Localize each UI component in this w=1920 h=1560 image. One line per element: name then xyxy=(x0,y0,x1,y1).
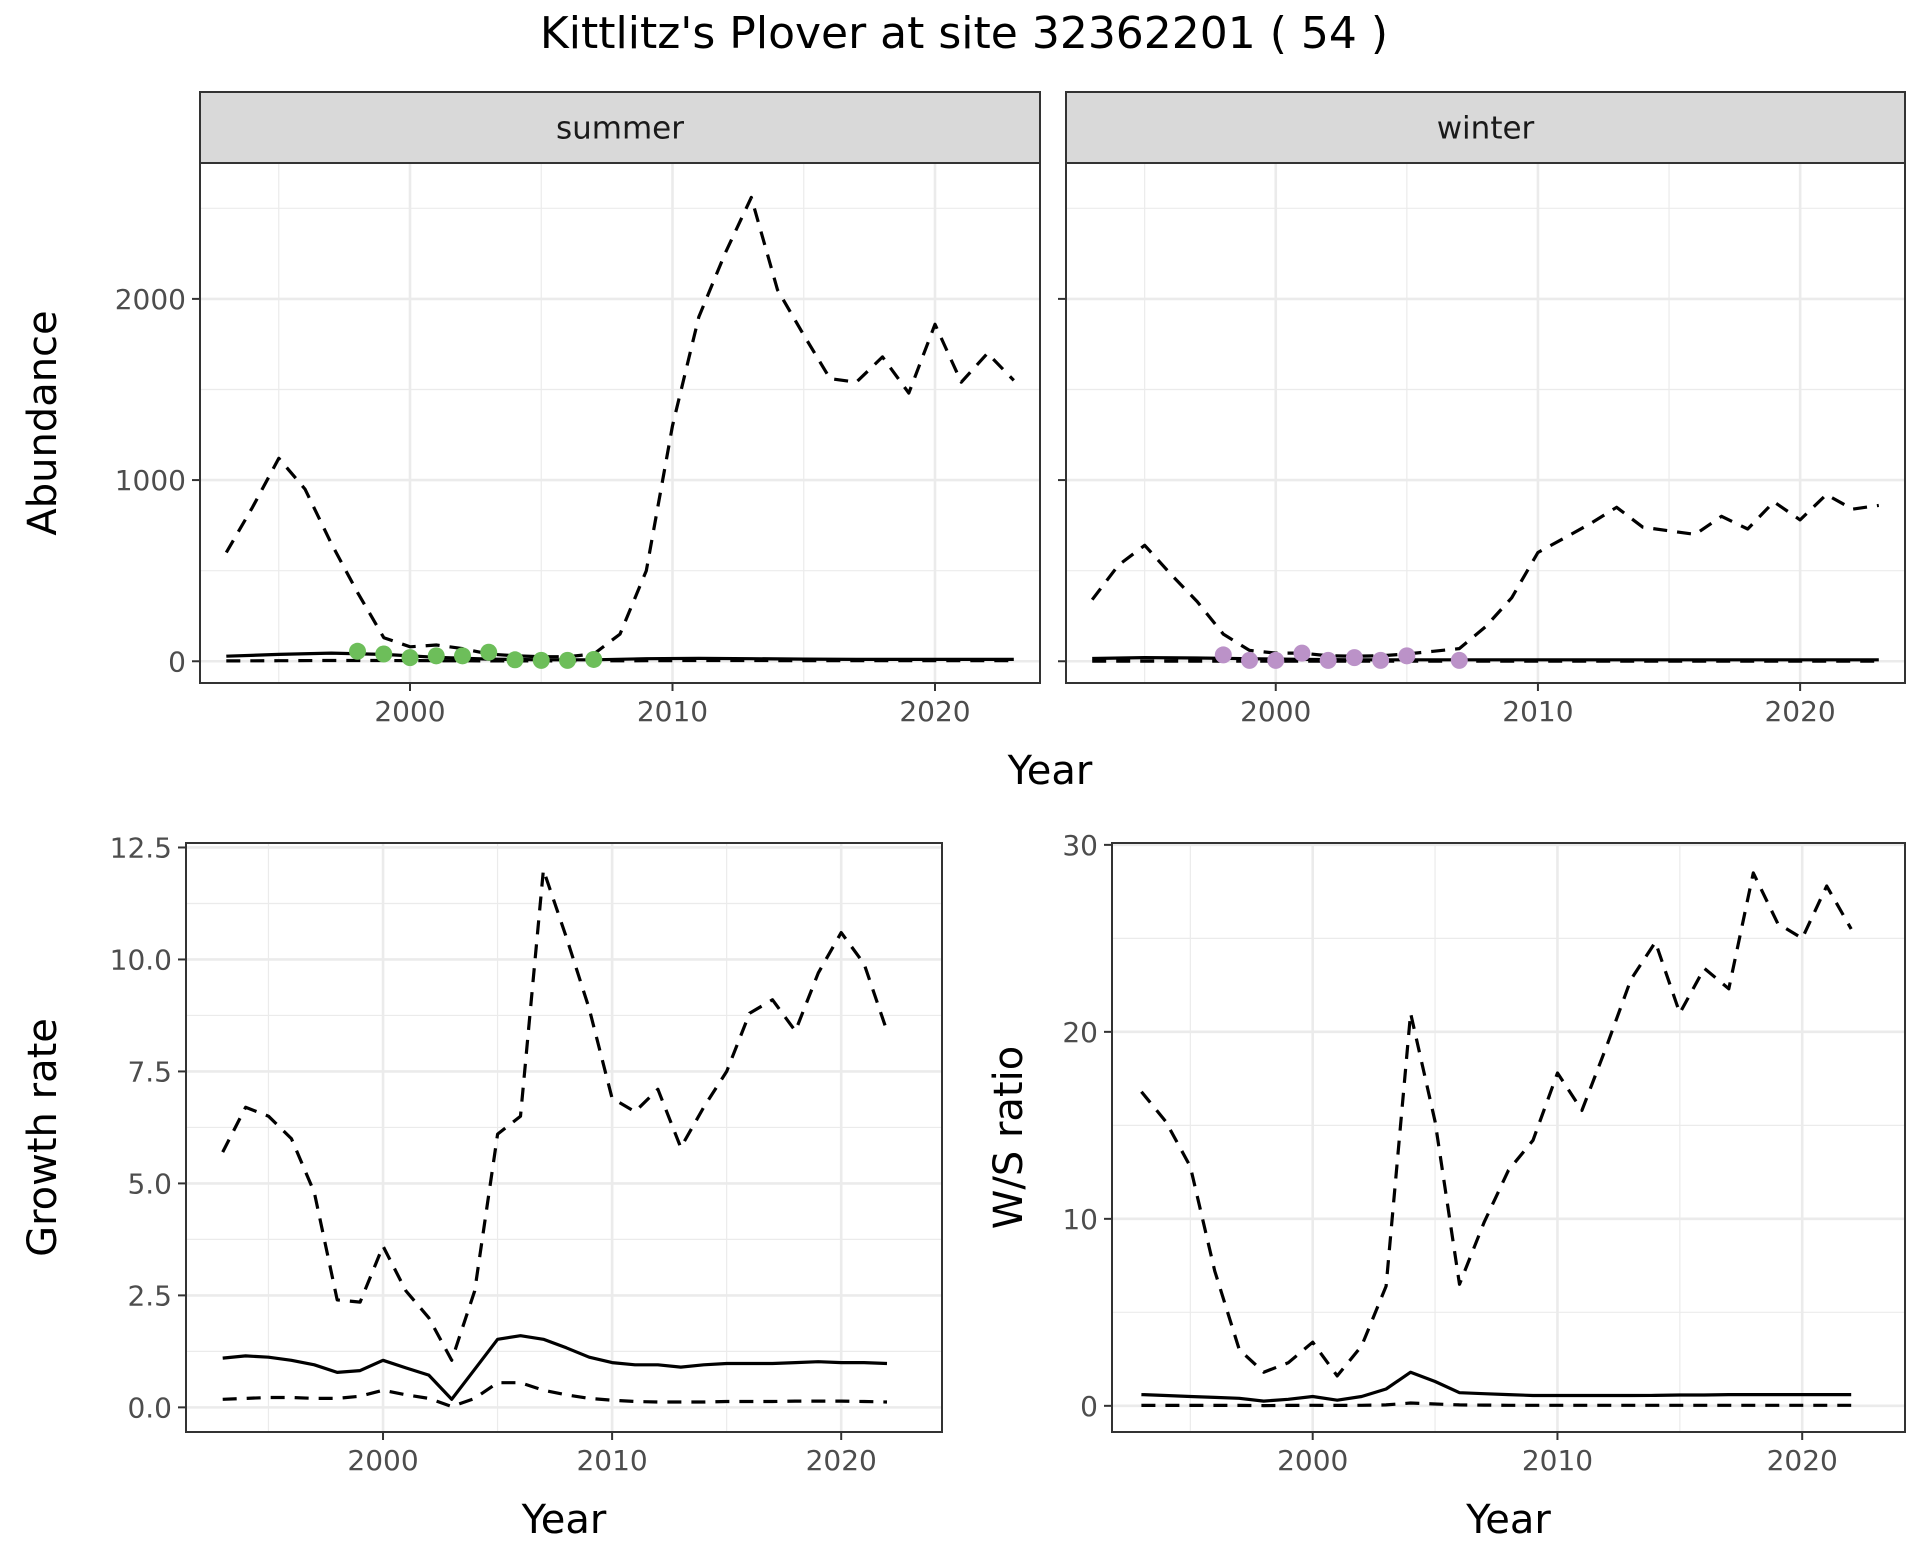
y-axis-title: W/S ratio xyxy=(986,1046,1032,1229)
x-tick-label: 2010 xyxy=(1502,695,1573,728)
facet-strip-label: winter xyxy=(1437,111,1535,147)
data-point xyxy=(1345,649,1363,667)
y-tick-label: 0 xyxy=(1080,1390,1098,1423)
y-tick-label: 10.0 xyxy=(110,943,172,976)
plot-area xyxy=(200,163,1040,683)
x-tick-label: 2020 xyxy=(1767,1444,1838,1477)
main-title: Kittlitz's Plover at site 32362201 ( 54 … xyxy=(540,8,1388,59)
y-tick-label: 2000 xyxy=(115,283,186,316)
x-tick-label: 2020 xyxy=(806,1444,877,1477)
x-tick-label: 2000 xyxy=(347,1444,418,1477)
y-tick-label: 0.0 xyxy=(127,1391,172,1424)
x-tick-label: 2010 xyxy=(1522,1444,1593,1477)
data-point xyxy=(1450,651,1468,669)
series-line-upper xyxy=(221,868,889,1362)
data-point xyxy=(1214,646,1232,664)
data-point xyxy=(1267,651,1285,669)
data-point xyxy=(375,645,393,663)
x-axis-title: Year xyxy=(521,1497,607,1543)
series-line-estimate xyxy=(1141,1370,1852,1403)
y-tick-label: 12.5 xyxy=(110,831,172,864)
plot-area xyxy=(1066,163,1905,683)
data-point xyxy=(1319,651,1337,669)
y-tick-label: 30 xyxy=(1062,829,1098,862)
plot-area xyxy=(186,843,942,1432)
y-tick-label: 7.5 xyxy=(127,1055,172,1088)
series-line-upper xyxy=(1140,871,1853,1378)
facet-strip-label: summer xyxy=(556,111,684,147)
series-line-upper xyxy=(224,195,1015,659)
data-point xyxy=(349,642,366,660)
data-point xyxy=(1372,651,1390,669)
y-axis-title: Abundance xyxy=(20,310,66,535)
data-point xyxy=(1293,644,1311,662)
data-point xyxy=(1398,647,1416,665)
facet-strip xyxy=(199,91,1041,164)
y-tick-label: 2.5 xyxy=(127,1279,172,1312)
y-axis-title: Growth rate xyxy=(20,1018,66,1257)
panel-ws-ratio: 2000 2010 2020 0 10 20 30 W/S ratio Year xyxy=(986,829,1906,1543)
x-tick-label: 2010 xyxy=(576,1444,647,1477)
series-line-lower xyxy=(222,1381,888,1409)
data-point xyxy=(506,651,524,669)
x-tick-label: 2000 xyxy=(374,695,445,728)
y-tick-label: 5.0 xyxy=(127,1167,172,1200)
panel-abundance-winter: winter 2000 2010 2020 xyxy=(1058,91,1906,728)
shared-x-axis-title: Year xyxy=(1007,748,1093,794)
x-tick-label: 2020 xyxy=(899,695,970,728)
x-tick-label: 2020 xyxy=(1764,695,1835,728)
panel-abundance-summer: summer 2000 2010 2020 0 1000 2000 Abundance xyxy=(20,91,1041,728)
series-line-upper xyxy=(1090,493,1880,658)
plot-area xyxy=(1112,843,1905,1432)
y-tick-label: 10 xyxy=(1062,1203,1098,1236)
facet-strip xyxy=(1065,91,1906,164)
y-tick-label: 1000 xyxy=(115,464,186,497)
panel-border xyxy=(185,842,943,1433)
series-line-estimate xyxy=(222,1334,888,1401)
data-point xyxy=(480,643,498,661)
data-point xyxy=(559,651,576,669)
data-point xyxy=(532,651,550,669)
x-axis-title: Year xyxy=(1465,1497,1551,1543)
data-point xyxy=(585,650,603,668)
panel-growth-rate: 2000 2010 2020 0.0 2.5 5.0 7.5 10.0 12.5 Growth r… xyxy=(20,831,943,1543)
data-point xyxy=(454,647,471,665)
y-tick-label: 0 xyxy=(168,645,186,678)
panel-border xyxy=(1111,842,1906,1433)
x-tick-label: 2000 xyxy=(1240,695,1311,728)
x-tick-label: 2000 xyxy=(1277,1444,1348,1477)
data-point xyxy=(401,649,419,667)
y-tick-label: 20 xyxy=(1062,1016,1098,1049)
data-point xyxy=(427,647,445,665)
x-tick-label: 2010 xyxy=(637,695,708,728)
data-point xyxy=(1241,651,1259,669)
